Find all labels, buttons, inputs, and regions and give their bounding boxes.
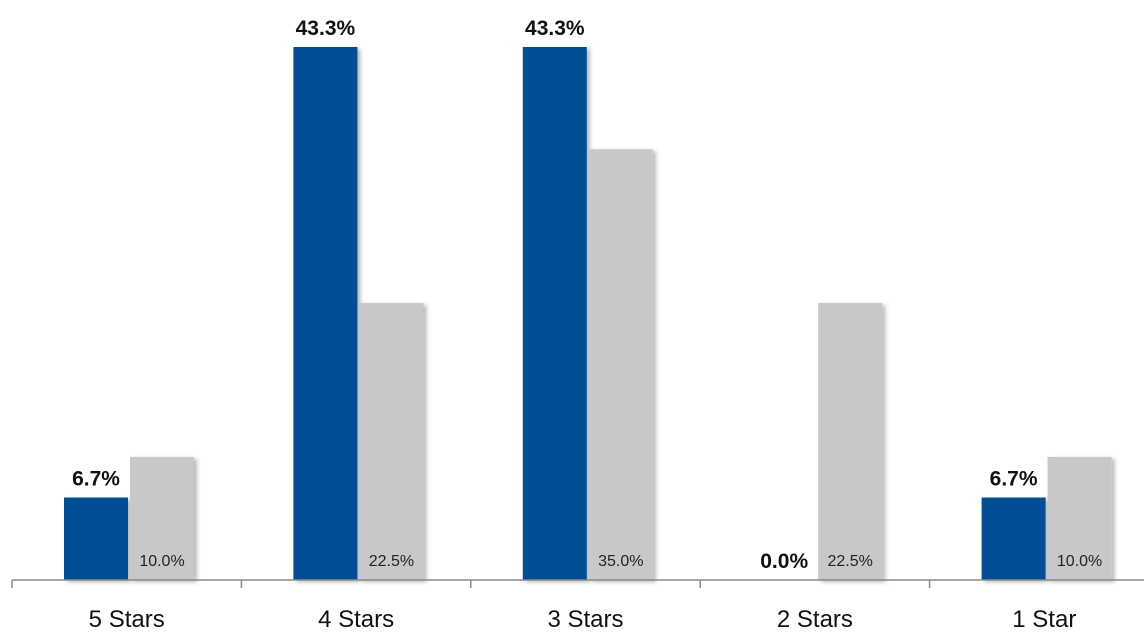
bar-series-2-1 [130, 456, 194, 580]
bar-series-1-2 [293, 47, 358, 580]
data-label-series-1: 6.7% [72, 468, 120, 491]
data-label-series-2: 22.5% [369, 553, 414, 570]
x-tick-label: 5 Stars [89, 606, 165, 633]
data-label-series-2: 10.0% [1057, 553, 1102, 570]
labels-layer: 6.7% 10.0% 5 Stars 43.3% 22.5% 4 Stars 43.3% 35… [72, 17, 1102, 633]
x-tick-label: 4 Stars [318, 606, 394, 633]
x-tick-label: 3 Stars [547, 606, 623, 633]
data-label-series-1: 43.3% [525, 17, 585, 40]
bars-layer [64, 47, 1112, 581]
bar-series-2-3 [588, 149, 653, 581]
bar-series-1-3 [522, 47, 587, 580]
bar-series-1-1 [64, 497, 128, 580]
bar-series-1-5 [981, 497, 1046, 580]
data-label-series-1: 6.7% [990, 468, 1038, 491]
data-label-series-2: 35.0% [598, 553, 643, 570]
data-label-series-2: 10.0% [139, 553, 184, 570]
bar-series-2-2 [359, 303, 424, 580]
x-tick-label: 2 Stars [777, 606, 853, 633]
bar-series-2-5 [1047, 456, 1112, 580]
data-label-series-2: 22.5% [828, 553, 873, 570]
x-axis-ticks [11, 580, 931, 588]
data-label-series-1: 0.0% [760, 550, 808, 573]
bar-series-2-4 [818, 303, 883, 580]
data-label-series-1: 43.3% [296, 17, 356, 40]
x-tick-label: 1 Star [1012, 606, 1076, 633]
